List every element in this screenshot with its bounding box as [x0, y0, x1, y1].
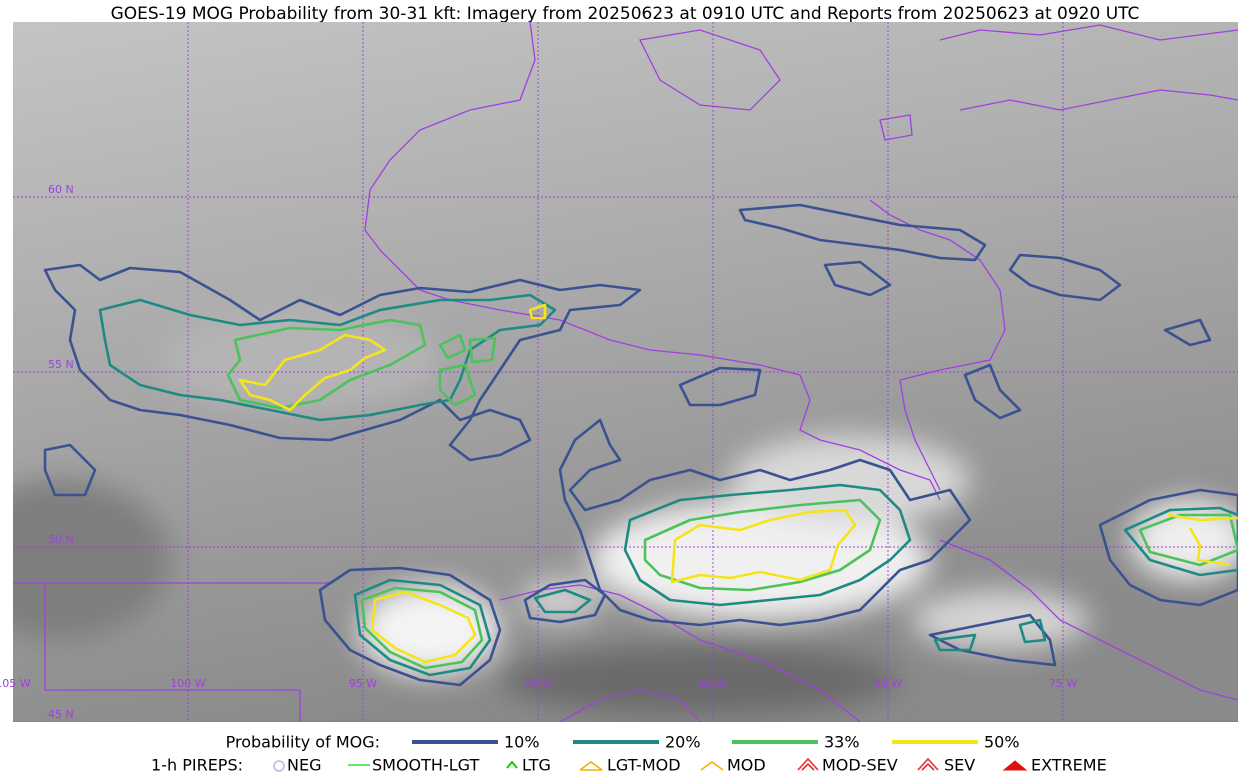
- coastlines: [13, 22, 1238, 722]
- pirep-icon: [917, 757, 939, 771]
- geo-labels: 60 N 55 N 50 N 45 N 105 W 100 W 95 W 90 W 85 W 80…: [0, 183, 1077, 721]
- longitude-label: 90 W: [524, 677, 552, 690]
- probability-contour: [226, 318, 427, 410]
- probability-contour: [738, 203, 987, 262]
- probability-contour: [558, 418, 972, 627]
- probability-contour: [933, 633, 977, 652]
- map: [13, 22, 1238, 722]
- legend-title: 1-h PIREPS:: [151, 756, 243, 775]
- probability-contour: [1123, 506, 1238, 577]
- longitude-label: 95 W: [349, 677, 377, 690]
- probability-contour: [678, 366, 762, 407]
- probability-contour: [1167, 513, 1238, 567]
- pirep-icon: [700, 761, 724, 771]
- probability-contour: [1018, 618, 1047, 644]
- probability-contour: [928, 613, 1057, 667]
- latitude-label: 60 N: [48, 183, 74, 196]
- probability-contour: [1138, 513, 1238, 567]
- probability-contour: [523, 578, 607, 624]
- pirep-icon: [506, 760, 518, 769]
- pirep-icon: [1002, 760, 1028, 771]
- contours: [43, 203, 1238, 687]
- legend-title: Probability of MOG:: [226, 733, 380, 752]
- probability-contour: [360, 586, 484, 670]
- legend-label: LTG: [522, 756, 551, 775]
- longitude-label: 80 W: [874, 677, 902, 690]
- longitude-label: 85 W: [699, 677, 727, 690]
- legend-label: NEG: [287, 756, 321, 775]
- legend: Probability of MOG: 10% 20% 33% 50% 1-h PIREP…: [151, 733, 1107, 775]
- longitude-label: 105 W: [0, 677, 31, 690]
- legend-label: MOD: [727, 756, 766, 775]
- probability-contour: [670, 508, 857, 584]
- legend-label: SEV: [944, 756, 975, 775]
- probability-contour: [528, 303, 547, 320]
- legend-label: 10%: [504, 733, 540, 752]
- probability-contour: [963, 363, 1022, 420]
- probability-contour: [370, 590, 477, 664]
- probability-contour: [318, 566, 502, 687]
- probability-contour: [438, 363, 477, 407]
- probability-contour: [353, 578, 492, 677]
- latitude-label: 55 N: [48, 358, 74, 371]
- legend-label: EXTREME: [1031, 756, 1107, 775]
- probability-contour: [468, 336, 497, 364]
- legend-label: MOD-SEV: [822, 756, 898, 775]
- probability-contour: [238, 333, 387, 412]
- probability-contour: [1098, 488, 1238, 607]
- legend-label: LGT-MOD: [607, 756, 681, 775]
- probability-contour: [823, 260, 892, 297]
- title: GOES-19 MOG Probability from 30-31 kft: …: [111, 4, 1140, 24]
- probability-contour: [438, 333, 467, 360]
- probability-contour: [1163, 318, 1212, 347]
- legend-label: 20%: [665, 733, 701, 752]
- pirep-icon: [797, 757, 819, 771]
- latitude-label: 50 N: [48, 533, 74, 546]
- latitude-label: 45 N: [48, 708, 74, 721]
- probability-contour: [43, 443, 97, 497]
- probability-contour: [43, 263, 642, 462]
- longitude-label: 100 W: [170, 677, 205, 690]
- legend-label: SMOOTH-LGT: [372, 756, 479, 775]
- probability-contour: [643, 498, 882, 592]
- probability-contour: [533, 588, 592, 614]
- probability-contour: [623, 483, 912, 607]
- pirep-icon: [273, 760, 285, 772]
- longitude-label: 75 W: [1049, 677, 1077, 690]
- pirep-icon: [579, 761, 603, 771]
- legend-label: 33%: [824, 733, 860, 752]
- legend-label: 50%: [984, 733, 1020, 752]
- probability-contour: [1008, 253, 1122, 302]
